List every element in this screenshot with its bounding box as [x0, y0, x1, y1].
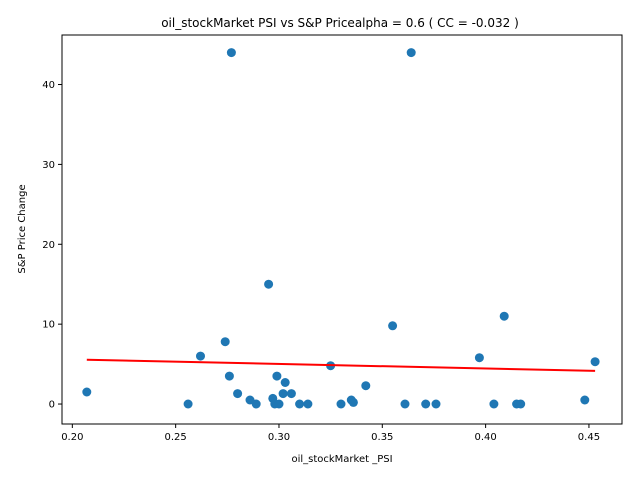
data-point — [400, 399, 410, 409]
data-point — [361, 381, 371, 391]
data-point — [233, 389, 243, 399]
data-point — [224, 371, 234, 381]
plot-area-frame — [61, 34, 623, 425]
data-point — [220, 337, 230, 347]
regression-line — [86, 358, 596, 372]
x-tick-label: 0.35 — [371, 432, 393, 443]
data-point — [286, 389, 296, 399]
x-tick-label: 0.45 — [578, 432, 600, 443]
data-point — [264, 279, 274, 289]
data-point — [303, 399, 313, 409]
y-tick-label: 40 — [42, 80, 55, 91]
data-point — [82, 387, 92, 397]
data-point — [274, 399, 284, 409]
x-axis-ticks: 0.20 0.25 0.30 0.35 0.40 0.45 — [61, 424, 600, 443]
x-tick-label: 0.30 — [268, 432, 290, 443]
data-point — [388, 321, 398, 331]
data-point — [431, 399, 441, 409]
data-point — [489, 399, 499, 409]
y-tick-label: 0 — [49, 400, 55, 411]
data-point — [278, 389, 288, 399]
data-point — [295, 399, 305, 409]
data-point — [280, 378, 290, 387]
data-point — [272, 371, 282, 381]
data-point — [251, 399, 261, 409]
data-point — [421, 399, 431, 409]
data-point — [348, 397, 358, 407]
data-point — [183, 399, 193, 409]
data-point — [406, 48, 416, 58]
y-axis-ticks: 0 10 20 30 40 — [42, 80, 62, 411]
data-point — [226, 48, 236, 58]
plot-marks — [82, 48, 600, 409]
y-tick-label: 30 — [42, 160, 55, 171]
x-tick-label: 0.40 — [474, 432, 496, 443]
chart-title: oil_stockMarket PSI vs S&P Pricealpha = … — [161, 16, 519, 30]
x-tick-label: 0.25 — [165, 432, 187, 443]
data-point — [336, 399, 346, 409]
y-axis-label: S&P Price Change — [17, 184, 28, 273]
x-tick-label: 0.20 — [61, 432, 83, 443]
data-point — [474, 353, 484, 363]
data-point — [196, 351, 205, 361]
data-point — [499, 311, 509, 321]
data-point — [516, 399, 526, 409]
data-point — [580, 395, 590, 405]
data-point — [590, 357, 600, 367]
y-tick-label: 10 — [42, 320, 55, 331]
y-tick-label: 20 — [42, 240, 55, 251]
x-axis-label: oil_stockMarket _PSI — [291, 454, 392, 465]
